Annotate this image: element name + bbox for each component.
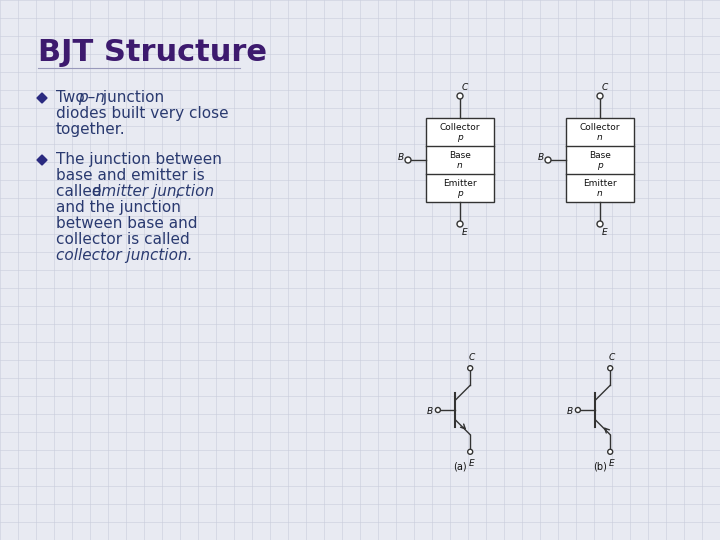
Text: Base: Base	[449, 151, 471, 159]
Circle shape	[457, 221, 463, 227]
Circle shape	[405, 157, 411, 163]
Text: between base and: between base and	[56, 216, 197, 231]
Text: Two: Two	[56, 90, 89, 105]
Text: B: B	[538, 153, 544, 163]
Text: p–n: p–n	[78, 90, 105, 105]
Text: BJT Structure: BJT Structure	[38, 38, 267, 67]
Text: C: C	[462, 83, 468, 92]
Text: The junction between: The junction between	[56, 152, 222, 167]
Circle shape	[436, 408, 441, 413]
Text: called: called	[56, 184, 107, 199]
Text: p: p	[457, 188, 463, 198]
Text: Emitter: Emitter	[444, 179, 477, 187]
Text: E: E	[609, 460, 615, 468]
Text: C: C	[609, 354, 615, 362]
Text: emitter junction: emitter junction	[92, 184, 214, 199]
Text: collector junction.: collector junction.	[56, 248, 192, 263]
Text: Base: Base	[589, 151, 611, 159]
Text: E: E	[602, 228, 608, 237]
Text: E: E	[462, 228, 468, 237]
Polygon shape	[37, 93, 47, 103]
Circle shape	[597, 221, 603, 227]
Circle shape	[608, 449, 613, 454]
Text: B: B	[567, 407, 573, 415]
Text: E: E	[469, 460, 475, 468]
Text: C: C	[602, 83, 608, 92]
Circle shape	[597, 93, 603, 99]
Text: diodes built very close: diodes built very close	[56, 106, 229, 121]
Text: C: C	[469, 354, 475, 362]
Text: B: B	[427, 407, 433, 415]
Text: (a): (a)	[453, 461, 467, 471]
Text: n: n	[457, 160, 463, 170]
Bar	[426, 118, 494, 202]
Circle shape	[545, 157, 551, 163]
Text: ,: ,	[175, 184, 180, 199]
Text: n: n	[597, 132, 603, 141]
Polygon shape	[37, 155, 47, 165]
Text: junction: junction	[98, 90, 164, 105]
Circle shape	[575, 408, 580, 413]
Text: n: n	[597, 188, 603, 198]
Bar	[566, 118, 634, 202]
Text: and the junction: and the junction	[56, 200, 181, 215]
Text: Collector: Collector	[580, 123, 620, 132]
Text: p: p	[457, 132, 463, 141]
Text: Collector: Collector	[440, 123, 480, 132]
Circle shape	[468, 366, 473, 370]
Circle shape	[457, 93, 463, 99]
Text: base and emitter is: base and emitter is	[56, 168, 204, 183]
Text: collector is called: collector is called	[56, 232, 190, 247]
Text: p: p	[597, 160, 603, 170]
Text: Emitter: Emitter	[583, 179, 617, 187]
Circle shape	[608, 366, 613, 370]
Circle shape	[468, 449, 473, 454]
Text: B: B	[398, 153, 404, 163]
Text: together.: together.	[56, 122, 125, 137]
Text: (b): (b)	[593, 461, 607, 471]
